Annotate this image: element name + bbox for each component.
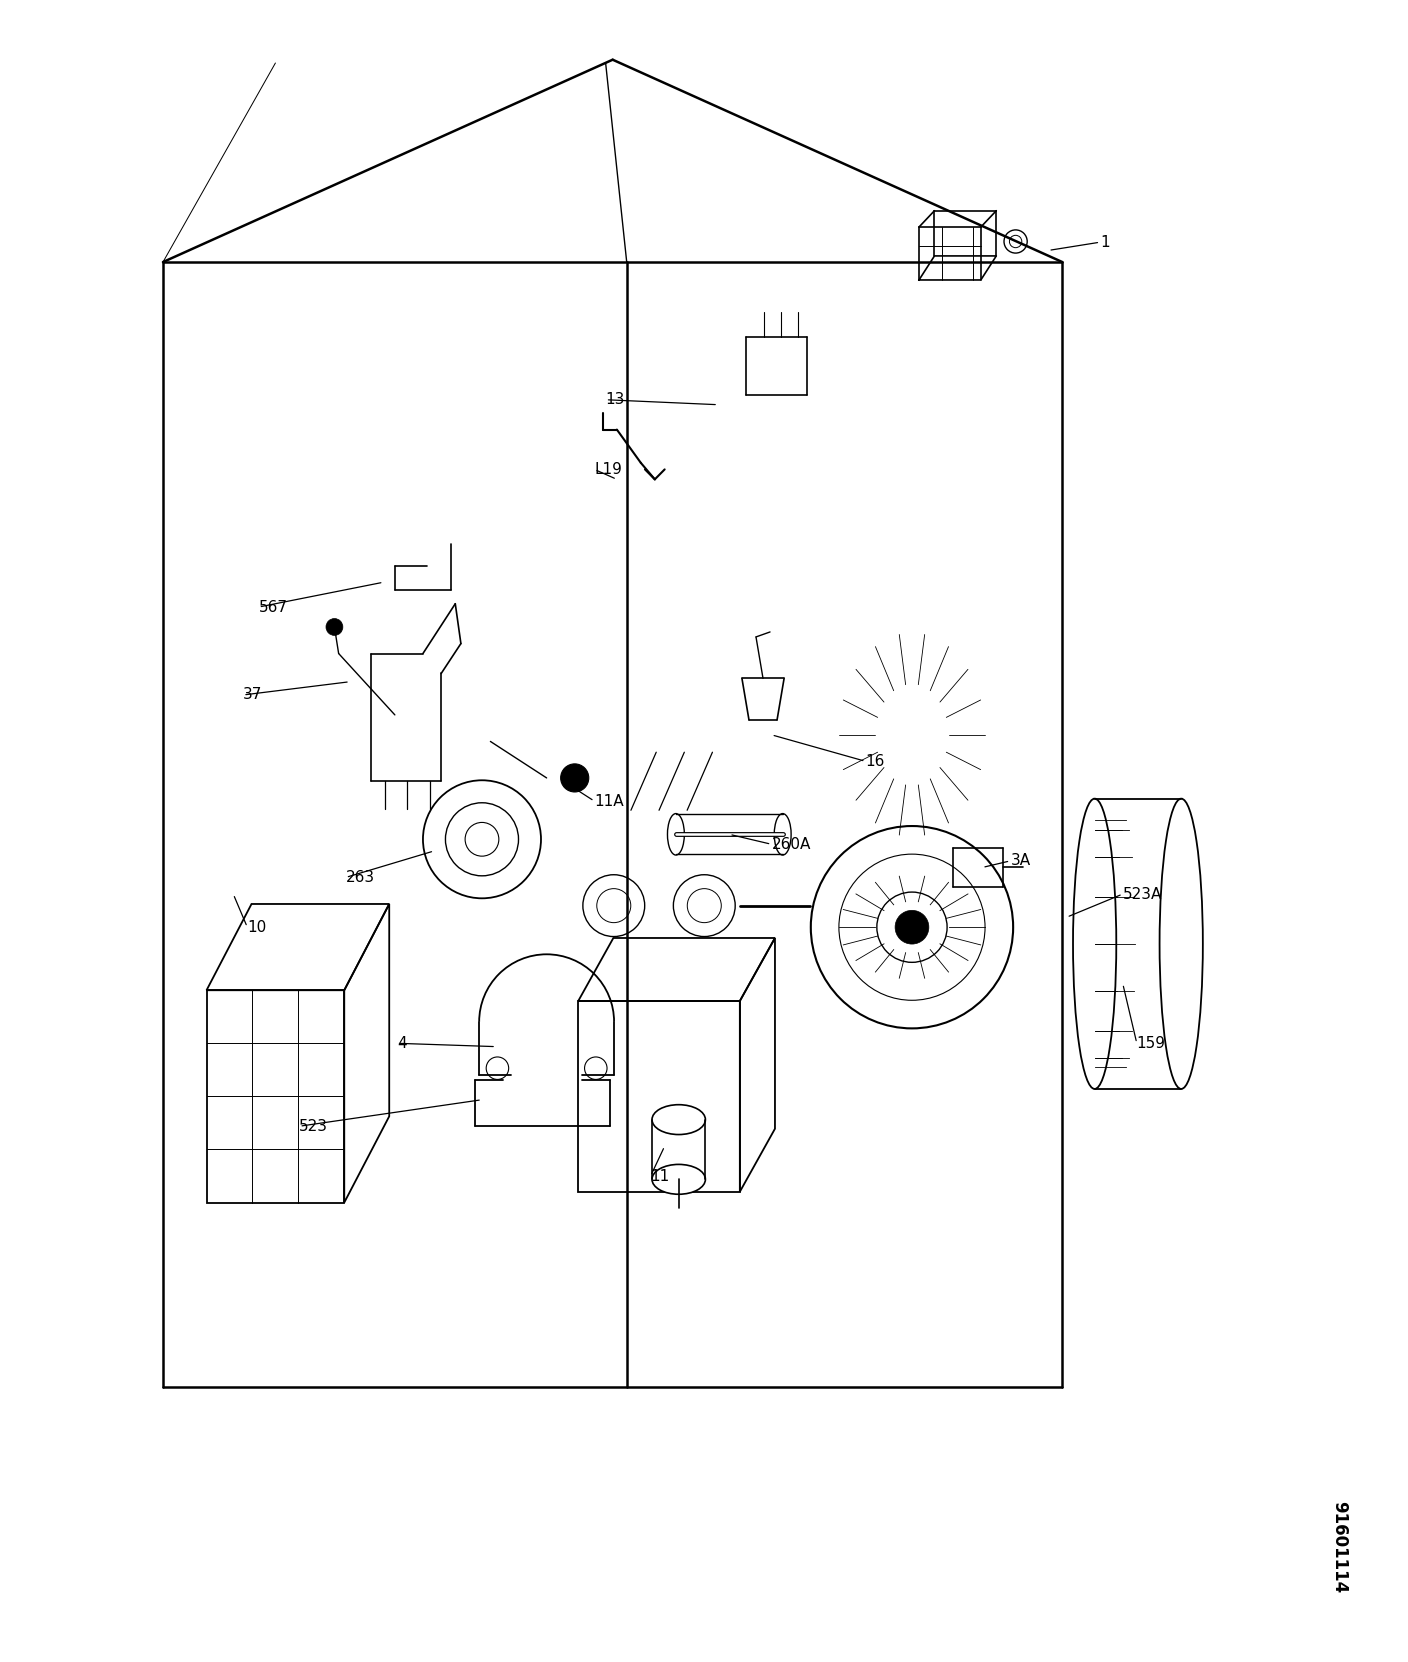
Text: 37: 37 bbox=[244, 688, 262, 703]
Text: 91601114: 91601114 bbox=[1331, 1501, 1349, 1594]
Bar bbox=[579, 1001, 739, 1192]
Text: 10: 10 bbox=[248, 919, 266, 934]
Text: 263: 263 bbox=[346, 869, 375, 884]
Text: 159: 159 bbox=[1136, 1035, 1166, 1050]
Text: 567: 567 bbox=[259, 600, 287, 615]
Text: L19: L19 bbox=[594, 462, 622, 477]
Text: 523: 523 bbox=[300, 1119, 328, 1133]
Ellipse shape bbox=[1160, 799, 1202, 1089]
Circle shape bbox=[895, 911, 929, 944]
Text: 4: 4 bbox=[397, 1035, 407, 1050]
Text: 16: 16 bbox=[866, 755, 886, 770]
Circle shape bbox=[560, 765, 589, 793]
Circle shape bbox=[327, 618, 344, 635]
Text: 13: 13 bbox=[605, 392, 625, 407]
Ellipse shape bbox=[1073, 799, 1117, 1089]
Text: 11: 11 bbox=[650, 1168, 670, 1183]
Text: 260A: 260A bbox=[772, 836, 811, 851]
Text: 523A: 523A bbox=[1122, 886, 1162, 901]
Text: 11A: 11A bbox=[594, 794, 624, 809]
Text: 3A: 3A bbox=[1011, 853, 1031, 868]
Text: 1: 1 bbox=[1100, 234, 1110, 249]
Ellipse shape bbox=[652, 1165, 705, 1195]
Ellipse shape bbox=[652, 1105, 705, 1135]
Bar bbox=[207, 991, 345, 1203]
